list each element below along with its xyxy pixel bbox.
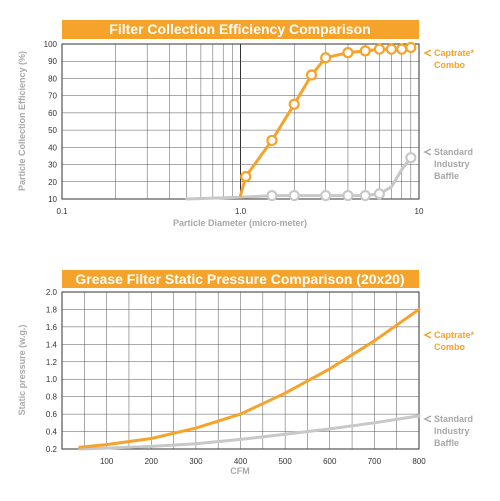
y-tick-label: 20 bbox=[48, 178, 57, 187]
y-tick-label: 50 bbox=[48, 126, 57, 135]
efficiency-title-banner bbox=[62, 20, 419, 39]
legend-label: Combo bbox=[434, 60, 465, 70]
data-point bbox=[405, 41, 417, 54]
x-tick-label: 10 bbox=[415, 207, 424, 216]
legend-label: Baffle bbox=[434, 438, 459, 448]
legend-label: Industry bbox=[434, 426, 470, 436]
efficiency-chart: Filter Collection Efficiency Comparison … bbox=[17, 20, 475, 228]
legend-arrow-icon bbox=[423, 331, 432, 339]
data-point bbox=[385, 43, 397, 55]
legend-label: Captrate* bbox=[434, 48, 475, 58]
x-tick-label: 500 bbox=[278, 457, 292, 466]
efficiency-series bbox=[185, 41, 417, 202]
x-tick-label: 100 bbox=[100, 457, 114, 466]
series-line bbox=[78, 307, 421, 449]
series-line bbox=[78, 414, 421, 451]
pressure-y-axis-label: Static pressure (w.g.) bbox=[17, 325, 27, 416]
legend-label: Combo bbox=[434, 342, 465, 352]
y-tick-label: 60 bbox=[48, 109, 57, 118]
pressure-chart: Grease Filter Static Pressure Comparison… bbox=[17, 270, 475, 476]
legend-arrow-icon bbox=[423, 415, 432, 423]
y-tick-label: 0.6 bbox=[46, 410, 58, 419]
legend-label: Captrate* bbox=[434, 330, 475, 340]
data-point bbox=[288, 189, 300, 202]
y-tick-label: 90 bbox=[48, 57, 57, 66]
data-point bbox=[396, 43, 408, 55]
y-tick-label: 40 bbox=[48, 143, 57, 152]
data-point bbox=[320, 52, 332, 64]
y-tick-label: 100 bbox=[44, 40, 58, 49]
x-tick-label: 600 bbox=[323, 457, 337, 466]
data-point bbox=[359, 45, 371, 57]
data-point bbox=[266, 189, 278, 202]
y-tick-label: 1.4 bbox=[46, 340, 58, 349]
y-tick-label: 0.4 bbox=[46, 428, 58, 437]
pressure-chart-title: Grease Filter Static Pressure Comparison… bbox=[75, 271, 404, 287]
y-tick-label: 0.2 bbox=[46, 445, 58, 454]
pressure-series bbox=[78, 307, 421, 451]
x-tick-label: 1.0 bbox=[235, 207, 247, 216]
efficiency-grid bbox=[62, 44, 419, 199]
y-tick-label: 30 bbox=[48, 161, 57, 170]
efficiency-x-ticks: 0.1 1.0 10 bbox=[56, 207, 424, 216]
data-point bbox=[342, 189, 354, 202]
data-point bbox=[305, 69, 318, 81]
efficiency-legend: Captrate* Combo Standard Industry Baffle bbox=[423, 48, 475, 181]
pressure-legend: Captrate* Combo Standard Industry Baffle bbox=[423, 330, 475, 448]
efficiency-chart-title: Filter Collection Efficiency Comparison bbox=[109, 21, 370, 37]
data-point bbox=[373, 43, 385, 55]
y-tick-label: 1.2 bbox=[46, 358, 58, 367]
pressure-x-ticks: 100 200 300 400 500 600 700 800 bbox=[100, 457, 426, 466]
data-point bbox=[342, 47, 354, 59]
y-tick-label: 1.6 bbox=[46, 323, 58, 332]
efficiency-x-axis-label: Particle Diameter (micro-meter) bbox=[173, 218, 307, 228]
legend-label: Standard bbox=[434, 414, 473, 424]
x-tick-label: 0.1 bbox=[56, 207, 68, 216]
efficiency-y-ticks: 10 20 30 40 50 60 70 80 90 100 bbox=[44, 40, 58, 204]
data-point bbox=[240, 171, 252, 183]
data-point bbox=[359, 189, 371, 202]
legend-label: Industry bbox=[434, 159, 470, 169]
x-tick-label: 200 bbox=[145, 457, 159, 466]
data-point bbox=[288, 98, 300, 110]
y-tick-label: 1.8 bbox=[46, 305, 58, 314]
y-tick-label: 1.0 bbox=[46, 375, 58, 384]
x-tick-label: 300 bbox=[189, 457, 203, 466]
y-tick-label: 70 bbox=[48, 92, 57, 101]
y-tick-label: 80 bbox=[48, 74, 57, 83]
legend-arrow-icon bbox=[423, 148, 432, 156]
legend-arrow-icon bbox=[423, 49, 432, 57]
data-point bbox=[373, 188, 385, 200]
x-tick-label: 400 bbox=[234, 457, 248, 466]
data-point bbox=[320, 189, 332, 202]
pressure-title-banner bbox=[62, 270, 419, 288]
data-point bbox=[266, 134, 278, 147]
x-tick-label: 800 bbox=[412, 457, 426, 466]
legend-label: Standard bbox=[434, 147, 473, 157]
x-tick-label: 700 bbox=[368, 457, 382, 466]
y-tick-label: 0.8 bbox=[46, 393, 58, 402]
pressure-y-ticks: 0.2 0.4 0.6 0.8 1.0 1.2 1.4 1.6 1.8 2.0 bbox=[46, 288, 58, 454]
y-tick-label: 2.0 bbox=[46, 288, 58, 297]
y-tick-label: 10 bbox=[48, 195, 57, 204]
pressure-x-axis-label: CFM bbox=[230, 466, 250, 476]
data-point bbox=[405, 152, 417, 164]
legend-label: Baffle bbox=[434, 171, 459, 181]
efficiency-y-axis-label: Particle Collection Efficiency (%) bbox=[17, 51, 27, 191]
